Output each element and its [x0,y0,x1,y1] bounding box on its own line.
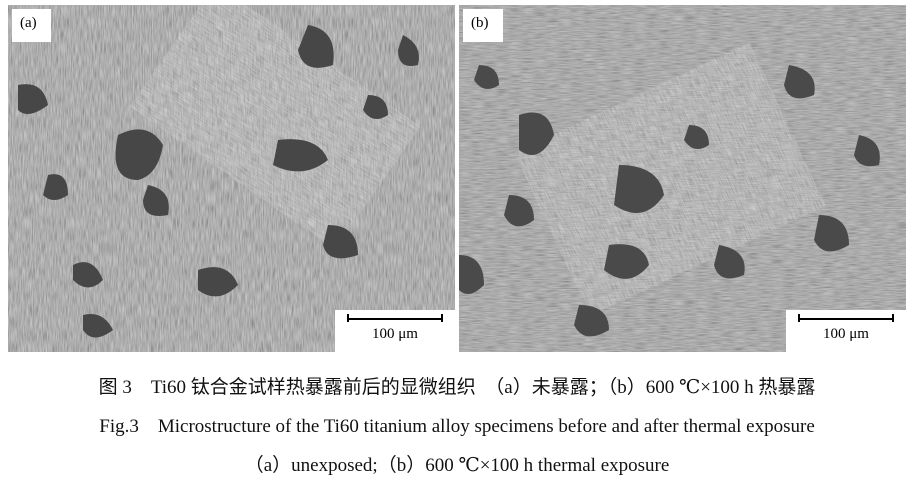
caption-english: Fig.3 Microstructure of the Ti60 titaniu… [99,416,815,437]
scale-bar-label: 100 μm [823,326,869,342]
micrograph-a: (a) 100 μm [8,5,455,352]
caption-english-subpanels: （a）unexposed;（b）600 ℃×100 h thermal expo… [244,455,670,476]
scale-bar-label: 100 μm [372,326,418,342]
panel-label: (a) [12,9,51,42]
micrograph-b: (b) 100 μm [459,5,906,352]
scale-bar: 100 μm [335,310,455,352]
scale-bar: 100 μm [786,310,906,352]
panel-label: (b) [463,9,503,42]
micrograph-b-image [459,5,906,352]
micrograph-a-image [8,5,455,352]
caption-chinese: 图 3 Ti60 钛合金试样热暴露前后的显微组织 （a）未暴露；（b）600 ℃… [98,377,816,398]
